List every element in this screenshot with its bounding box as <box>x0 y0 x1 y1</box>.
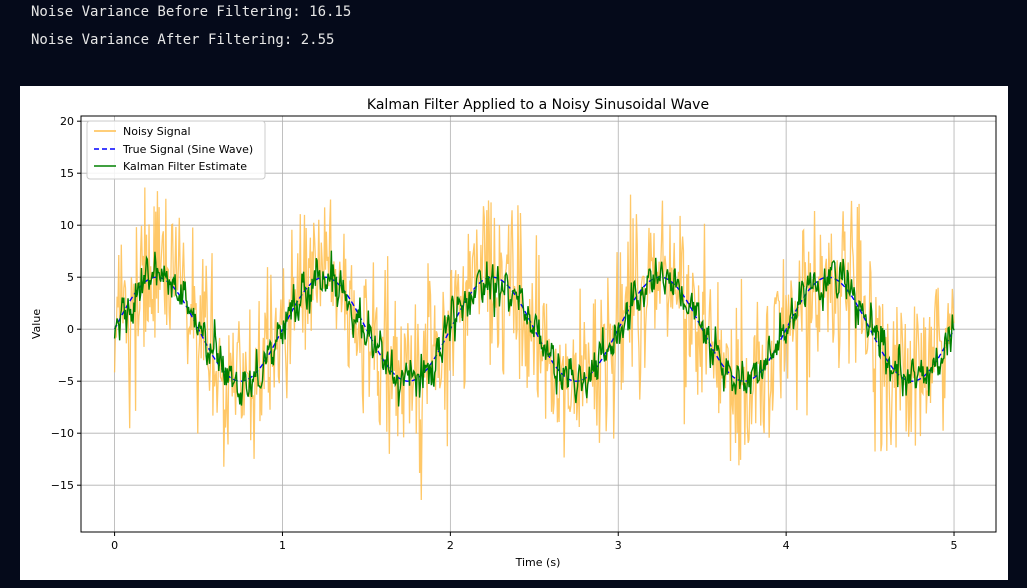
y-tick-label: 5 <box>67 271 74 284</box>
x-tick-label: 3 <box>615 539 622 552</box>
plot-frame <box>80 115 997 533</box>
y-tick-label: 0 <box>67 323 74 336</box>
x-tick-label: 4 <box>783 539 790 552</box>
x-tick-label: 0 <box>111 539 118 552</box>
noise-variance-after-text: Noise Variance After Filtering: 2.55 <box>31 32 335 48</box>
legend-label-true: True Signal (Sine Wave) <box>122 143 253 156</box>
legend-box <box>86 120 266 180</box>
x-axis-label: Time (s) <box>515 556 561 569</box>
noise-variance-before-text: Noise Variance Before Filtering: 16.15 <box>31 4 352 20</box>
chart-figure: 0 1 2 3 4 5 −15 −10 −5 0 5 10 15 20 Kalman Filter App… <box>20 86 1008 580</box>
y-tick-label: 20 <box>60 115 74 128</box>
legend: Noisy Signal True Signal (Sine Wave) Kal… <box>86 120 266 180</box>
y-tick-label: −10 <box>51 427 74 440</box>
chart-title: Kalman Filter Applied to a Noisy Sinusoi… <box>367 97 709 113</box>
y-axis-label: Value <box>30 309 43 339</box>
y-tick-label: −15 <box>51 479 74 492</box>
legend-label-noisy: Noisy Signal <box>123 125 191 138</box>
y-tick-label: 15 <box>60 167 74 180</box>
axis-ticks: 0 1 2 3 4 5 −15 −10 −5 0 5 10 15 20 <box>51 115 958 552</box>
x-tick-label: 5 <box>951 539 958 552</box>
x-tick-label: 1 <box>279 539 286 552</box>
kalman-estimate-line <box>113 250 955 407</box>
kalman-chart: 0 1 2 3 4 5 −15 −10 −5 0 5 10 15 20 Kalman Filter App… <box>30 97 997 569</box>
noisy-signal-line <box>113 187 955 500</box>
series-group <box>113 187 955 500</box>
y-tick-label: −5 <box>58 375 74 388</box>
legend-label-kalman: Kalman Filter Estimate <box>123 160 247 173</box>
x-tick-label: 2 <box>447 539 454 552</box>
y-tick-label: 10 <box>60 219 74 232</box>
